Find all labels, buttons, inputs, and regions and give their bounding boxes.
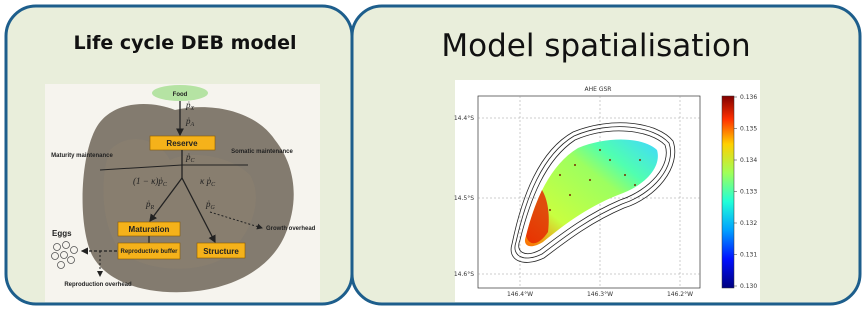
deb-diagram: Food Reserve Maturation Reproductive buf… <box>45 84 320 302</box>
map-figure: AHE GSR 14.4°S 14.5°S 14.6°S 146.4°W 146… <box>454 80 760 302</box>
colorbar-tick-label: 0.133 <box>740 189 757 196</box>
node-label: Reserve <box>166 139 198 148</box>
panel-title: Model spatialisation <box>441 28 750 64</box>
colorbar <box>722 96 734 288</box>
node-label: Food <box>173 92 188 98</box>
colorbar-tick-label: 0.131 <box>740 252 757 259</box>
y-tick-label: 14.6°S <box>454 271 474 278</box>
node-label: Eggs <box>52 229 72 238</box>
node-label: Structure <box>203 247 239 256</box>
colorbar-tick-label: 0.134 <box>740 157 757 164</box>
colorbar-tick-label: 0.130 <box>740 283 757 290</box>
flux-label: Maturity maintenance <box>51 153 113 159</box>
y-tick-label: 14.4°S <box>454 115 474 122</box>
flux-label: Growth overhead <box>266 226 316 232</box>
x-tick-label: 146.3°W <box>587 291 613 298</box>
map-title: AHE GSR <box>585 86 612 93</box>
flux-label: Somatic maintenance <box>231 149 293 155</box>
colorbar-tick-label: 0.135 <box>740 126 757 133</box>
node-label: Maturation <box>129 225 170 234</box>
x-tick-label: 146.2°W <box>667 291 693 298</box>
panel-title: Life cycle DEB model <box>73 32 296 54</box>
page: {"panels": [ {"title": "Life cycle DEB m… <box>0 0 866 310</box>
y-tick-label: 14.5°S <box>454 195 474 202</box>
node-label: Reproductive buffer <box>120 249 178 255</box>
colorbar-tick-label: 0.136 <box>740 94 757 101</box>
flux-label: Reproduction overhead <box>64 282 132 288</box>
x-tick-label: 146.4°W <box>507 291 533 298</box>
colorbar-tick-label: 0.132 <box>740 220 757 227</box>
slide: Life cycle DEB model Food Reserve Matura… <box>0 0 866 310</box>
